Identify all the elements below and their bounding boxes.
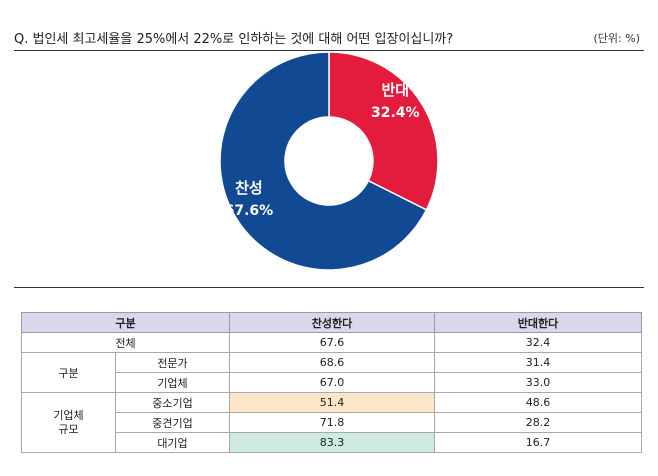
pie-slice-oppose bbox=[328, 52, 439, 211]
table-header-row: 구분 찬성한다 반대한다 bbox=[21, 312, 642, 333]
survey-question: Q. 법인세 최고세율을 25%에서 22%로 인하하는 것에 대해 어떤 입장… bbox=[14, 32, 454, 47]
results-table: 구분 찬성한다 반대한다 전체 67.6 32.4 구분 전문가 68.6 31… bbox=[21, 312, 642, 453]
middle-divider bbox=[14, 287, 644, 288]
slice-value-label: 32.4% bbox=[371, 105, 420, 121]
row-group-label: 기업체 규모 bbox=[21, 392, 116, 453]
slice-value-label: 67.6% bbox=[225, 203, 274, 219]
agree-cell-highlight-low: 51.4 bbox=[229, 392, 435, 413]
agree-cell: 68.6 bbox=[229, 352, 435, 373]
pie-slice-agree bbox=[219, 52, 428, 271]
agree-cell: 67.6 bbox=[229, 332, 435, 353]
table-row: 기업체 규모 중소기업 51.4 48.6 bbox=[21, 392, 642, 453]
oppose-cell: 28.2 bbox=[434, 412, 642, 433]
row-label: 기업체 bbox=[115, 372, 230, 393]
col-header-category: 구분 bbox=[21, 312, 230, 333]
row-label: 전체 bbox=[21, 332, 230, 353]
agree-cell: 67.0 bbox=[229, 372, 435, 393]
agree-cell: 71.8 bbox=[229, 412, 435, 433]
col-header-agree: 찬성한다 bbox=[229, 312, 435, 333]
oppose-cell: 16.7 bbox=[434, 432, 642, 453]
oppose-cell: 33.0 bbox=[434, 372, 642, 393]
slice-name-label: 찬성 bbox=[235, 179, 263, 197]
table-row: 전체 67.6 32.4 bbox=[21, 332, 642, 353]
donut-chart: 반대 32.4% 찬성 67.6% bbox=[219, 52, 439, 271]
row-label: 전문가 bbox=[115, 352, 230, 373]
table-row: 기업체 67.0 33.0 bbox=[22, 372, 642, 393]
slice-name-label: 반대 bbox=[381, 81, 409, 99]
agree-cell-highlight-high: 83.3 bbox=[229, 432, 435, 453]
top-divider bbox=[14, 50, 644, 51]
oppose-cell: 48.6 bbox=[434, 392, 642, 413]
oppose-cell: 32.4 bbox=[434, 332, 642, 353]
row-label: 대기업 bbox=[115, 432, 230, 453]
row-label: 중소기업 bbox=[115, 392, 230, 413]
col-header-oppose: 반대한다 bbox=[434, 312, 642, 333]
oppose-cell: 31.4 bbox=[434, 352, 642, 373]
table-row: 대기업 83.3 16.7 bbox=[22, 432, 642, 453]
group-label-line2: 규모 bbox=[58, 422, 79, 436]
row-label: 중견기업 bbox=[115, 412, 230, 433]
table-row: 구분 전문가 68.6 31.4 bbox=[21, 352, 642, 393]
row-group-label: 구분 bbox=[21, 352, 116, 393]
group-label-line1: 기업체 bbox=[53, 408, 84, 422]
unit-label: (단위: %) bbox=[593, 32, 640, 45]
